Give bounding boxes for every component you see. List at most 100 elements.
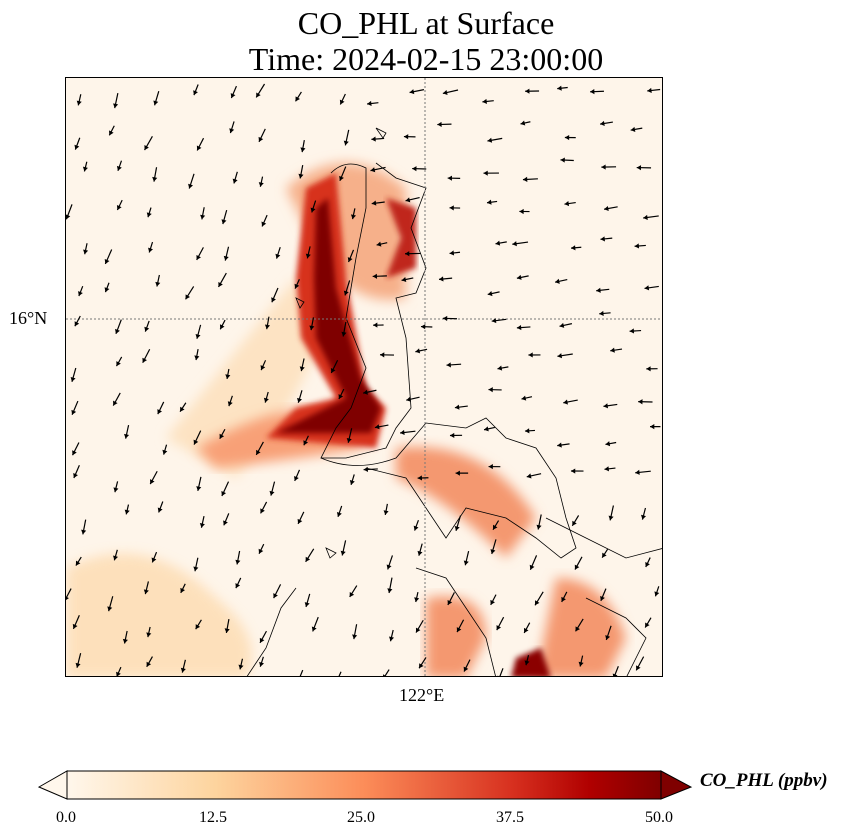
wind-arrow-head (528, 352, 533, 358)
wind-arrow-head (646, 366, 651, 372)
wind-arrow-head (636, 165, 642, 171)
wind-arrow-head (297, 518, 303, 524)
wind-arrow-head (221, 219, 227, 225)
wind-arrow-head (339, 175, 344, 181)
wind-arrow-head (264, 324, 271, 330)
wind-arrow-head (520, 120, 526, 126)
wind-arrow-head (232, 178, 238, 184)
wind-arrow-head (605, 441, 611, 447)
wind-arrow-head (638, 399, 643, 405)
wind-arrow-head (536, 524, 542, 530)
wind-arrow-head (311, 626, 317, 632)
wind-arrow-head (347, 257, 353, 263)
wind-arrow-head (484, 426, 489, 432)
wind-arrow-head (496, 625, 502, 631)
wind-arrow-head (259, 637, 265, 643)
wind-arrow-head (600, 120, 605, 126)
wind-arrow-head (367, 100, 372, 107)
wind-arrow-head (295, 96, 300, 102)
wind-arrow-head (400, 429, 405, 436)
wind-arrow-head (487, 137, 493, 143)
wind-arrow-head (605, 635, 611, 640)
wind-arrow (384, 669, 390, 676)
wind-arrow-head (124, 509, 130, 515)
wind-arrow-head (647, 87, 652, 94)
wind-arrow-head (604, 466, 610, 472)
wind-arrow-head (590, 89, 595, 95)
wind-arrow-head (300, 147, 306, 153)
wind-arrow-head (596, 287, 601, 293)
wind-arrow-head (449, 205, 454, 211)
wind-arrow-head (150, 479, 155, 485)
wind-arrow-head (221, 490, 227, 496)
wind-arrow-head (151, 557, 157, 563)
wind-arrow-head (535, 600, 540, 606)
wind-arrow-head (104, 287, 110, 293)
wind-arrow-head (219, 324, 225, 330)
wind-arrow-head (482, 98, 487, 104)
wind-arrow-head (82, 166, 88, 172)
wind-arrow-head (195, 624, 201, 630)
wind-arrow-head (456, 627, 462, 633)
wind-arrow-head (72, 623, 78, 629)
wind-arrow-head (488, 464, 493, 470)
wind-arrow-head (371, 200, 377, 206)
wind-arrow-head (486, 199, 492, 205)
wind-arrow-head (109, 130, 114, 136)
wind-arrow-head (630, 126, 636, 132)
wind-arrow-head (413, 525, 419, 531)
wind-arrow-head (572, 520, 577, 526)
wind-arrow-head (419, 663, 424, 669)
wind-arrow-head (386, 564, 392, 570)
wind-arrow-head (339, 99, 345, 105)
wind-arrow-head (256, 92, 261, 98)
wind-arrow-head (275, 253, 281, 259)
wind-arrow-head (72, 450, 77, 456)
wind-arrow-head (116, 361, 121, 367)
wind-arrow-head (155, 281, 161, 287)
wind-arrow-head (524, 428, 530, 434)
wind-arrow-head (71, 409, 77, 415)
wind-arrow-head (401, 276, 407, 283)
wind-arrow-head (196, 486, 202, 491)
wind-arrow-head (193, 90, 198, 96)
wind-arrow-head (519, 208, 524, 215)
wind-arrow-head (463, 666, 469, 672)
wind-arrow-head (491, 318, 497, 324)
wind-arrow-head (557, 85, 562, 91)
wind-arrow-head (223, 520, 228, 526)
wind-arrow-head (116, 165, 122, 171)
wind-arrow-head (199, 523, 205, 528)
wind-arrow-head (230, 93, 236, 99)
wind-arrow-head (447, 599, 453, 605)
wind-arrow-head (371, 136, 376, 142)
wind-arrow-head (349, 591, 355, 597)
wind-arrow-head (310, 207, 316, 213)
wind-arrow-head (571, 245, 576, 251)
wind-arrow-head (389, 636, 395, 642)
wind-arrow-head (454, 404, 460, 410)
wind-arrow-head (525, 88, 530, 94)
wind-arrow (499, 668, 504, 676)
lon-label: 122°E (399, 685, 445, 705)
wind-arrow-head (104, 258, 110, 264)
wind-arrow-head (612, 673, 618, 676)
wind-arrow-head (157, 507, 163, 513)
wind-arrow-head (346, 437, 352, 443)
wind-arrow-head (578, 661, 584, 667)
wind-arrow-head (522, 176, 528, 182)
wind-arrow-head (417, 550, 423, 556)
wind-arrow-head (454, 525, 460, 531)
wind-arrow-head (645, 622, 650, 628)
colorbar-tick: 50.0 (645, 809, 673, 826)
wind-arrow-head (350, 214, 357, 220)
wind-arrow-head (372, 273, 378, 279)
wind-arrow-head (260, 365, 266, 371)
wind-arrow-head (406, 396, 412, 402)
wind-arrow-head (143, 589, 149, 595)
wind-arrow-head (74, 321, 80, 327)
wind-arrow-head (635, 469, 640, 475)
wind-arrow-head (180, 587, 185, 593)
wind-arrow-head (66, 214, 71, 220)
wind-arrow-head (488, 387, 493, 393)
